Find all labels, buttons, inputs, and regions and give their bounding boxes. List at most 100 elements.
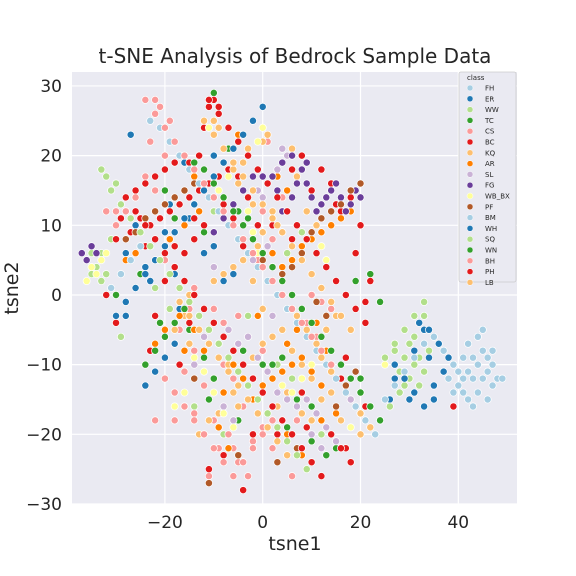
data-point [381,360,389,369]
data-point [170,318,179,327]
data-point [292,416,301,425]
series-lb [175,116,375,460]
data-point [107,186,116,195]
data-point [307,367,316,376]
data-point [278,277,287,285]
data-point [273,437,282,446]
legend-label: SL [485,171,493,179]
data-point [425,353,433,362]
data-point [420,402,429,411]
data-point [239,458,248,467]
legend-label: CS [485,128,495,136]
data-point [317,353,326,362]
data-point [239,486,248,495]
data-point [288,193,297,202]
data-point [346,186,355,195]
data-point [356,430,365,439]
data-point [204,325,213,334]
data-point [248,235,257,244]
data-point [297,228,306,237]
data-point [234,179,243,188]
data-point [327,297,336,306]
data-point [160,325,169,334]
data-point [195,311,204,320]
data-point [258,207,267,216]
data-point [337,193,345,202]
data-point [439,367,448,376]
data-point [351,249,360,258]
data-point [381,353,389,362]
legend-marker [466,149,474,157]
data-point [278,270,287,279]
data-point [297,388,306,397]
data-point [351,304,360,313]
data-point [165,304,174,313]
data-point [307,228,316,237]
data-point [112,235,120,244]
data-point [244,193,252,202]
data-point [322,193,331,202]
data-point [410,332,419,341]
data-point [346,458,355,467]
data-point [268,416,277,425]
data-point [239,221,248,230]
data-point [356,179,365,188]
data-point [175,311,184,320]
data-point [356,409,365,418]
data-point [219,458,228,467]
data-point [239,130,248,139]
data-point [258,102,267,111]
data-point [170,325,179,334]
data-point [151,367,160,376]
legend-label: WH [485,225,497,233]
data-point [327,360,336,369]
data-point [229,207,238,216]
legend-label: SQ [485,236,495,244]
data-point [229,263,238,272]
data-point [346,193,355,202]
legend-items: FH ER WW TC CS BC KQ AR SL FG WB_BX PF BM WH SQ WN BH PH L… [466,85,510,287]
legend-title: class [467,74,485,82]
data-point [160,228,169,237]
data-point [112,291,120,299]
data-point [317,200,326,209]
data-point [87,263,96,272]
data-point [366,277,375,285]
series-ph [131,95,370,481]
data-point [288,374,297,383]
data-point [190,165,199,174]
data-point [288,388,297,397]
data-point [190,200,199,209]
data-point [356,221,365,230]
y-tick-label: −30 [26,495,62,515]
data-point [92,270,101,279]
data-point [204,123,213,132]
data-point [214,186,223,195]
data-point [429,395,438,404]
data-point [219,409,228,418]
legend-marker [466,138,474,146]
data-point [473,360,482,369]
data-point [253,165,262,174]
data-point [464,367,473,376]
data-point [292,172,301,181]
data-point [253,221,262,230]
data-point [204,339,213,348]
data-point [239,186,248,195]
data-point [97,256,106,265]
data-point [175,284,184,292]
data-point [400,381,409,390]
data-point [292,221,301,230]
data-point [317,228,326,237]
data-point [268,277,277,285]
data-point [444,374,453,383]
data-point [244,214,252,223]
data-point [195,151,204,160]
data-point [219,270,228,279]
data-point [307,270,316,279]
data-point [219,277,228,285]
data-point [351,402,360,411]
legend-label: LB [485,279,494,287]
data-point [415,318,424,327]
data-point [170,402,179,411]
